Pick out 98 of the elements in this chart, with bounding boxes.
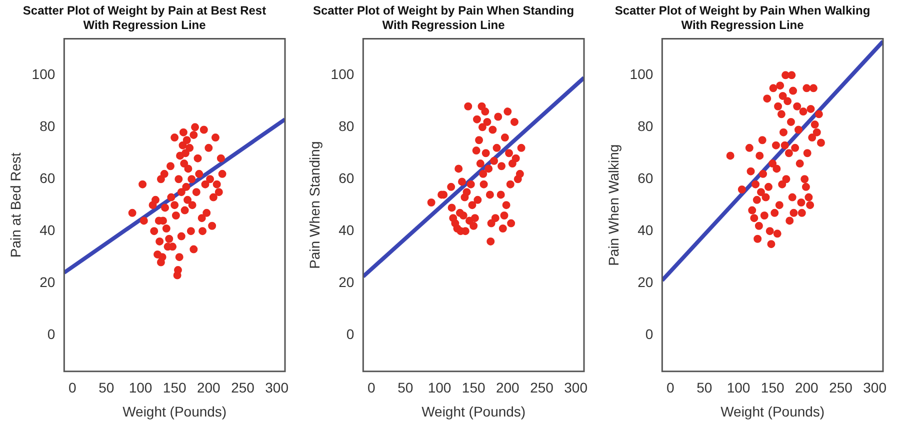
point bbox=[512, 154, 520, 162]
x-tick-label: 50 bbox=[398, 380, 414, 396]
y-tick-label: 0 bbox=[47, 326, 56, 342]
y-tick-label: 0 bbox=[645, 326, 654, 342]
x-tick-label: 250 bbox=[231, 380, 255, 396]
x-tick-label: 50 bbox=[696, 380, 712, 396]
x-tick-label: 200 bbox=[794, 380, 819, 396]
x-tick-label: 50 bbox=[98, 380, 114, 396]
chart-subtitle: With Regression Line bbox=[382, 18, 506, 32]
chart-subtitle: With Regression Line bbox=[681, 18, 804, 32]
point bbox=[500, 211, 508, 220]
point bbox=[476, 160, 484, 168]
point bbox=[517, 144, 526, 152]
y-tick-label: 60 bbox=[638, 170, 654, 186]
point bbox=[478, 123, 486, 132]
x-tick-label: 300 bbox=[265, 380, 289, 396]
point bbox=[447, 182, 456, 191]
point bbox=[505, 149, 514, 158]
point bbox=[475, 136, 484, 144]
point bbox=[506, 180, 514, 188]
y-tick-label: 40 bbox=[638, 222, 654, 238]
y-tick-label: 20 bbox=[40, 274, 56, 290]
y-tick-label: 80 bbox=[638, 118, 654, 134]
point bbox=[507, 219, 516, 228]
y-tick-label: 20 bbox=[638, 274, 654, 290]
chart-title: Scatter Plot of Weight by Pain When Standing bbox=[312, 4, 574, 18]
y-tick-label: 40 bbox=[40, 222, 56, 238]
chart-title: Scatter Plot of Weight by Pain When Walking bbox=[614, 4, 870, 18]
point bbox=[500, 134, 509, 142]
x-tick-label: 100 bbox=[726, 380, 750, 396]
x-axis-title: Weight (Pounds) bbox=[720, 403, 825, 420]
x-tick-label: 100 bbox=[428, 380, 452, 396]
y-axis-title: Pain at Bed Rest bbox=[7, 152, 24, 258]
point bbox=[464, 102, 472, 110]
y-tick-label: 80 bbox=[40, 118, 56, 134]
x-tick-label: 300 bbox=[564, 380, 588, 396]
point bbox=[490, 156, 498, 165]
x-axis-title: Weight (Pounds) bbox=[122, 403, 227, 420]
y-tick-label: 100 bbox=[630, 66, 654, 82]
point bbox=[468, 201, 476, 210]
point bbox=[498, 224, 507, 232]
point bbox=[498, 162, 506, 170]
point bbox=[427, 198, 436, 206]
x-tick-label: 100 bbox=[128, 380, 152, 396]
x-tick-label: 150 bbox=[162, 380, 186, 396]
point bbox=[454, 164, 463, 173]
point bbox=[508, 160, 516, 168]
chart-subtitle: With Regression Line bbox=[83, 18, 206, 32]
point bbox=[481, 108, 490, 116]
x-tick-label: 0 bbox=[367, 380, 376, 396]
x-tick-label: 250 bbox=[829, 380, 853, 396]
y-tick-label: 20 bbox=[338, 274, 354, 290]
x-tick-label: 150 bbox=[462, 380, 486, 396]
point bbox=[458, 178, 466, 186]
point bbox=[494, 112, 502, 121]
point bbox=[472, 115, 481, 124]
point bbox=[479, 170, 488, 178]
point bbox=[470, 222, 478, 230]
point bbox=[487, 219, 496, 228]
x-tick-label: 300 bbox=[863, 380, 887, 396]
y-axis-title: Pain When Walking bbox=[605, 144, 622, 266]
point bbox=[474, 196, 482, 204]
point bbox=[462, 188, 471, 196]
point bbox=[470, 214, 479, 222]
point bbox=[496, 190, 505, 199]
x-tick-label: 250 bbox=[530, 380, 554, 396]
point bbox=[480, 180, 488, 188]
y-tick-label: 60 bbox=[338, 170, 354, 186]
x-tick-label: 200 bbox=[496, 380, 520, 396]
x-tick-label: 0 bbox=[68, 380, 76, 396]
y-tick-label: 40 bbox=[338, 222, 354, 238]
point bbox=[486, 237, 495, 246]
y-tick-label: 60 bbox=[40, 170, 56, 186]
point bbox=[516, 170, 524, 178]
point bbox=[484, 164, 493, 173]
x-tick-label: 150 bbox=[760, 380, 784, 396]
point bbox=[504, 108, 512, 116]
point bbox=[483, 118, 492, 126]
point bbox=[472, 146, 480, 155]
x-tick-label: 0 bbox=[666, 380, 674, 396]
y-tick-label: 0 bbox=[346, 326, 354, 342]
chart-title: Scatter Plot of Weight by Pain at Best Rest bbox=[22, 4, 266, 18]
x-axis-title: Weight (Pounds) bbox=[422, 403, 526, 420]
point bbox=[459, 211, 468, 220]
y-tick-label: 100 bbox=[330, 66, 354, 82]
y-axis-title: Pain When Standing bbox=[306, 141, 322, 269]
point bbox=[466, 180, 475, 188]
point bbox=[491, 214, 500, 222]
point bbox=[502, 201, 510, 210]
point bbox=[448, 204, 456, 212]
point bbox=[486, 190, 494, 199]
y-tick-label: 80 bbox=[338, 118, 354, 134]
y-tick-label: 100 bbox=[32, 66, 56, 82]
point bbox=[492, 144, 501, 152]
point bbox=[482, 149, 490, 158]
point bbox=[488, 126, 497, 134]
point bbox=[510, 118, 518, 126]
x-tick-label: 200 bbox=[196, 380, 221, 396]
